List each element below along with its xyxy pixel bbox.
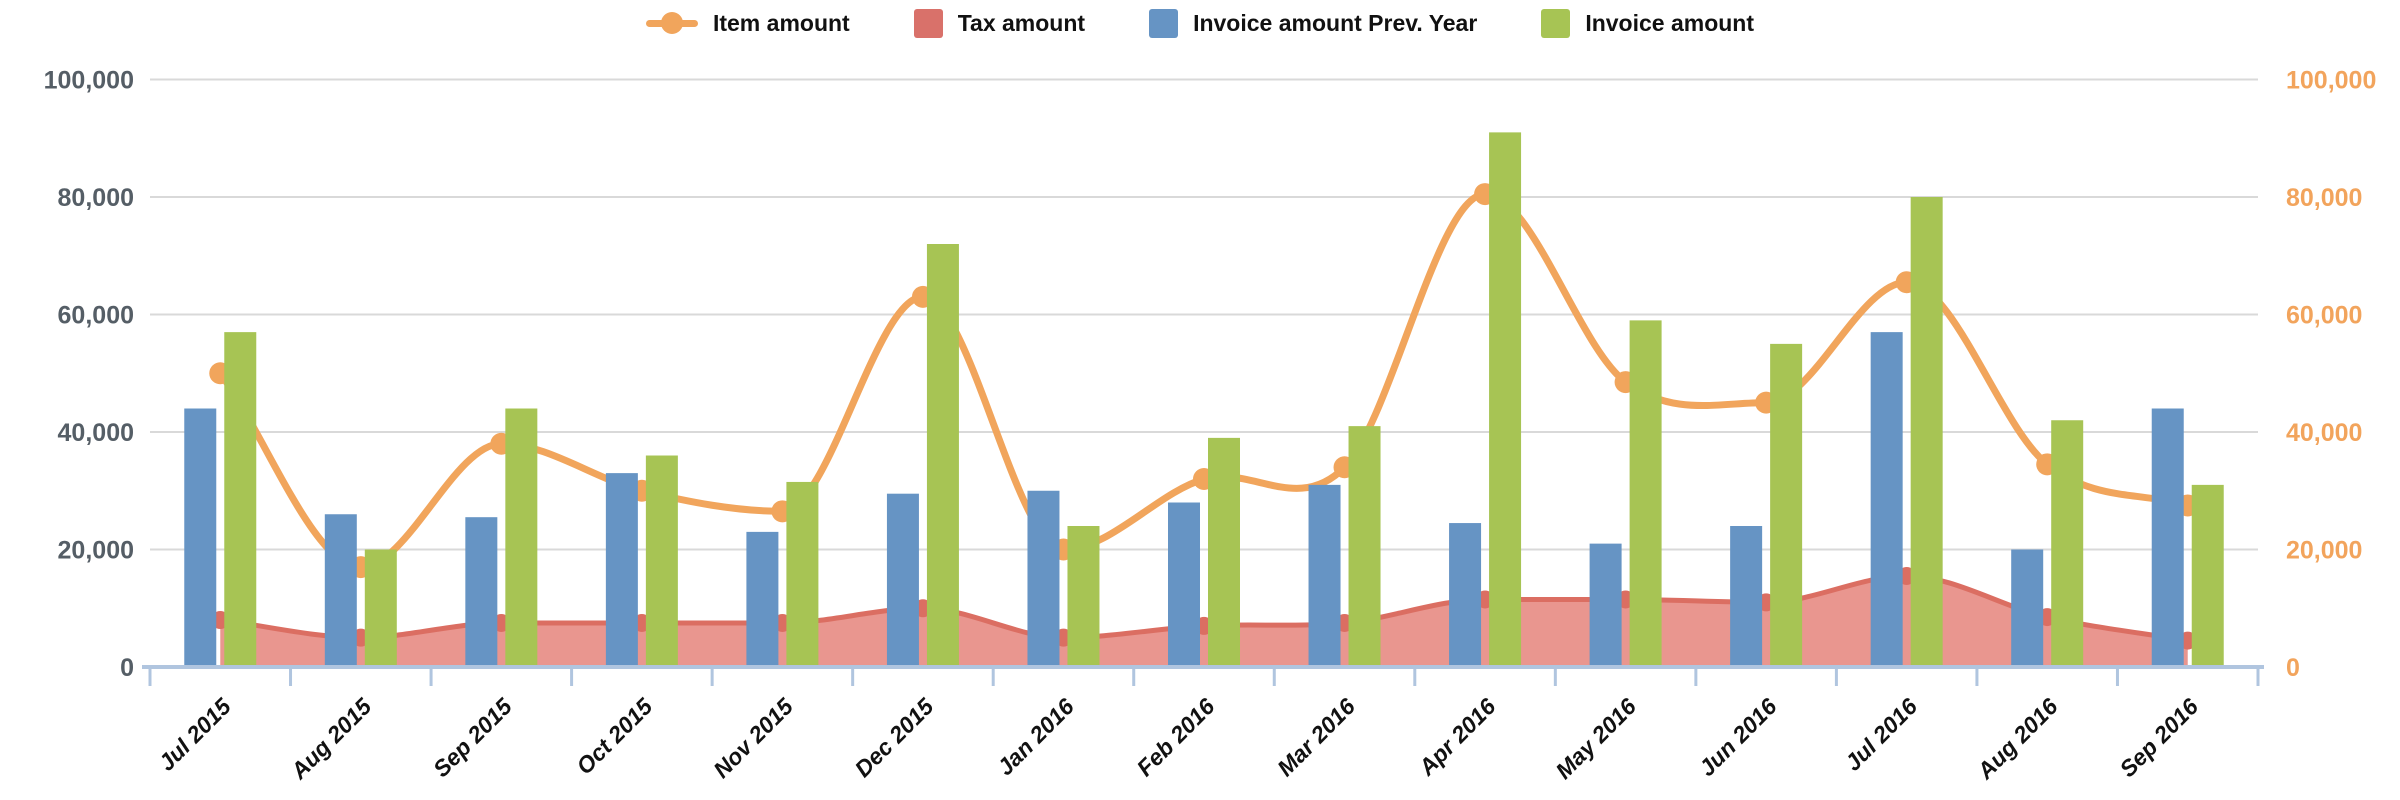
y-axis-left-tick-label: 100,000 — [44, 67, 134, 95]
invoice-prev-year-bar — [1027, 490, 1060, 667]
x-axis-month-label: Dec 2015 — [850, 692, 940, 782]
x-axis-month-label: Sep 2015 — [428, 692, 518, 782]
legend-item-invoice-amount[interactable]: Invoice amount — [1541, 8, 1755, 38]
y-axis-left-labels: 0 20,000 40,000 60,000 80,000 100,000 — [44, 67, 134, 683]
invoice-amount-bar — [1629, 320, 1662, 667]
x-axis-month-label: Mar 2016 — [1272, 693, 1360, 781]
x-axis-month-label: May 2016 — [1550, 693, 1641, 784]
legend-item-invoice-amount-prev-year[interactable]: Invoice amount Prev. Year — [1149, 8, 1478, 38]
invoice-prev-year-bar — [746, 531, 779, 667]
x-axis-month-label: Jun 2016 — [1694, 693, 1782, 781]
x-axis-month-label: Nov 2015 — [708, 692, 799, 783]
invoice-prev-year-bar — [1589, 543, 1622, 667]
legend-label: Invoice amount — [1585, 9, 1755, 36]
x-axis-month-label: Jul 2015 — [153, 692, 236, 775]
invoice-amount-swatch-icon — [1541, 8, 1571, 38]
invoice-prev-year-bar — [2151, 408, 2184, 667]
invoice-amount-bar — [645, 455, 678, 667]
invoice-amount-bar — [1910, 197, 1943, 667]
y-axis-right-tick-label: 80,000 — [2286, 184, 2362, 212]
y-axis-left-tick-label: 40,000 — [58, 419, 134, 447]
y-axis-right-tick-label: 100,000 — [2286, 67, 2376, 95]
x-axis-month-label: Oct 2015 — [571, 692, 658, 779]
invoice-prev-year-bar — [1168, 502, 1200, 667]
legend-item-tax-amount[interactable]: Tax amount — [913, 8, 1086, 38]
y-axis-right-tick-label: 0 — [2286, 654, 2300, 682]
y-axis-right-tick-label: 60,000 — [2286, 302, 2362, 330]
invoice-amount-bar — [786, 481, 819, 667]
invoice-prev-year-bar — [886, 493, 919, 667]
invoice-prev-year-bar — [324, 514, 357, 667]
x-axis-month-label: Jan 2016 — [992, 693, 1079, 780]
x-axis — [142, 665, 2264, 686]
invoice-prev-year-swatch-icon — [1149, 8, 1179, 38]
invoice-prev-year-bar — [605, 473, 638, 667]
invoice-amount-bar — [1067, 526, 1100, 667]
x-axis-month-label: Feb 2016 — [1132, 693, 1220, 781]
legend-label: Item amount — [712, 9, 850, 36]
y-axis-left-tick-label: 80,000 — [58, 184, 134, 212]
invoice-amount-bars — [224, 132, 2224, 667]
x-axis-labels: Jul 2015 Aug 2015 Sep 2015 Oct 2015 Nov 2015… — [153, 692, 2203, 784]
invoice-prev-year-bar — [465, 517, 498, 667]
invoice-amount-bar — [1208, 437, 1240, 667]
invoice-amount-bar — [1770, 343, 1803, 667]
line-series-marker-icon — [645, 8, 698, 38]
invoice-amount-bar — [2191, 484, 2224, 667]
x-axis-month-label: Aug 2016 — [1971, 693, 2063, 785]
invoice-amount-bar — [1489, 132, 1522, 667]
y-axis-left-tick-label: 0 — [120, 654, 134, 682]
invoice-amount-bar — [926, 244, 959, 667]
invoice-amount-bar — [2051, 420, 2084, 667]
chart-legend: Item amount Tax amount Invoice amount Pr… — [0, 8, 2400, 38]
x-axis-month-label: Jul 2016 — [1840, 693, 1923, 776]
y-axis-right-labels: 0 20,000 40,000 60,000 80,000 100,000 — [2286, 67, 2376, 683]
invoice-prev-year-bar — [1870, 332, 1903, 667]
invoice-prev-year-bar — [1449, 523, 1482, 667]
invoice-prev-year-bar — [2011, 549, 2044, 667]
invoice-prev-year-bars — [184, 332, 2184, 667]
x-axis-month-label: Aug 2015 — [285, 692, 377, 784]
y-axis-right-tick-label: 40,000 — [2286, 419, 2362, 447]
invoice-amount-bar — [364, 549, 397, 667]
tax-amount-swatch-icon — [913, 8, 943, 38]
x-axis-month-label: Sep 2016 — [2114, 693, 2203, 782]
y-axis-left-tick-label: 20,000 — [58, 537, 134, 565]
y-axis-left-tick-label: 60,000 — [58, 302, 134, 330]
x-axis-month-label: Apr 2016 — [1413, 693, 1501, 781]
invoice-amount-bar — [1348, 426, 1381, 667]
invoice-amount-bar — [505, 408, 538, 667]
gridlines — [150, 78, 2258, 551]
legend-label: Tax amount — [957, 9, 1086, 36]
invoice-prev-year-bar — [1308, 484, 1341, 667]
legend-item-item-amount[interactable]: Item amount — [645, 8, 850, 38]
legend-label: Invoice amount Prev. Year — [1193, 9, 1478, 36]
invoice-prev-year-bar — [1730, 526, 1763, 667]
invoice-amount-bar — [224, 332, 257, 667]
invoice-prev-year-bar — [184, 408, 217, 667]
y-axis-right-tick-label: 20,000 — [2286, 537, 2362, 565]
